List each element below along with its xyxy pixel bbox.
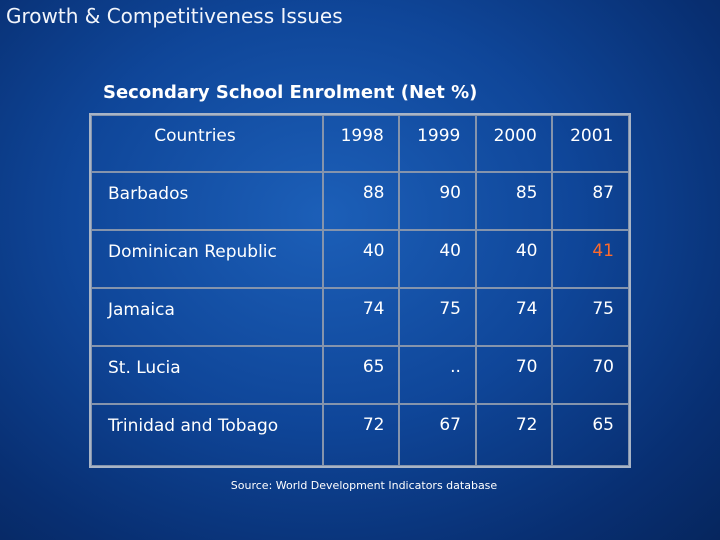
header-1999: 1999 [399, 115, 476, 172]
slide-title: Growth & Competitiveness Issues [6, 4, 343, 28]
header-countries: Countries [91, 115, 323, 172]
enrolment-table: Countries 1998 1999 2000 2001 Barbados 8… [89, 113, 631, 468]
source-note: Source: World Development Indicators dat… [230, 479, 498, 492]
value-cell: 65 [552, 404, 629, 466]
table-header-row: Countries 1998 1999 2000 2001 [91, 115, 629, 172]
value-cell: 40 [322, 230, 400, 288]
country-cell: St. Lucia [91, 346, 323, 404]
value-cell: 72 [475, 404, 553, 466]
value-cell: 88 [322, 172, 400, 230]
value-cell: 74 [322, 288, 400, 346]
value-cell: 40 [475, 230, 553, 288]
header-2001: 2001 [552, 115, 629, 172]
value-cell: 67 [399, 404, 476, 466]
table-title: Secondary School Enrolment (Net %) [103, 82, 478, 103]
value-cell: .. [399, 346, 476, 404]
table-row: Barbados 88 90 85 87 [91, 172, 629, 230]
table-row: Jamaica 74 75 74 75 [91, 288, 629, 346]
value-cell: 74 [475, 288, 553, 346]
country-cell: Dominican Republic [91, 230, 323, 288]
value-cell: 70 [552, 346, 629, 404]
value-cell: 75 [552, 288, 629, 346]
table-row: Dominican Republic 40 40 40 41 [91, 230, 629, 288]
value-cell: 85 [475, 172, 553, 230]
country-cell: Barbados [91, 172, 323, 230]
header-1998: 1998 [322, 115, 400, 172]
value-cell: 70 [475, 346, 553, 404]
value-cell: 90 [399, 172, 476, 230]
highlighted-value-cell: 41 [552, 230, 629, 288]
table-row: St. Lucia 65 .. 70 70 [91, 346, 629, 404]
table-row: Trinidad and Tobago 72 67 72 65 [91, 404, 629, 466]
value-cell: 72 [322, 404, 400, 466]
value-cell: 87 [552, 172, 629, 230]
value-cell: 75 [399, 288, 476, 346]
header-2000: 2000 [475, 115, 553, 172]
country-cell: Jamaica [91, 288, 323, 346]
country-cell: Trinidad and Tobago [91, 404, 323, 466]
value-cell: 65 [322, 346, 400, 404]
value-cell: 40 [399, 230, 476, 288]
